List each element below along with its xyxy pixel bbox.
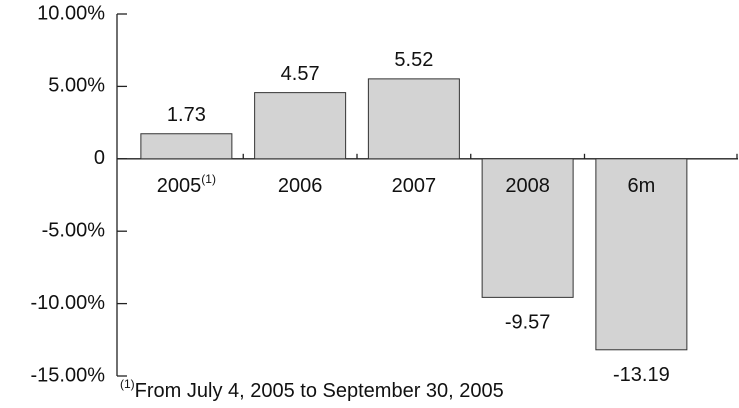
footnote: (1)From July 4, 2005 to September 30, 20… (120, 377, 504, 402)
footnote-text: From July 4, 2005 to September 30, 2005 (135, 380, 504, 402)
category-note-marker: (1) (201, 172, 216, 186)
value-label: 5.52 (394, 49, 433, 71)
x-tick-label: 2006 (278, 175, 323, 197)
value-label: 4.57 (281, 63, 320, 85)
y-tick-label: -5.00% (42, 219, 106, 241)
x-tick-label: 2005(1) (157, 172, 216, 197)
footnote-marker: (1) (120, 377, 135, 391)
x-tick-label: 6m (627, 175, 655, 197)
category: 2008 (505, 175, 550, 197)
bar (140, 133, 233, 160)
bar (254, 92, 347, 160)
x-tick-label: 2007 (392, 175, 437, 197)
category: 2006 (278, 175, 323, 197)
category: 2007 (392, 175, 437, 197)
value-label: -13.19 (613, 364, 670, 386)
y-tick-label: 10.00% (37, 2, 105, 24)
y-tick-label: 0 (94, 147, 105, 169)
y-tick-label: 5.00% (48, 75, 105, 97)
bar (367, 78, 460, 160)
bar (481, 158, 574, 298)
x-tick-label: 2008 (505, 175, 550, 197)
y-tick-label: -15.00% (31, 364, 106, 386)
bar (595, 158, 688, 351)
category: 6m (627, 175, 655, 197)
category: 2005 (157, 175, 202, 197)
value-label: 1.73 (167, 104, 206, 126)
y-tick-label: -10.00% (31, 292, 106, 314)
value-label: -9.57 (505, 312, 551, 334)
